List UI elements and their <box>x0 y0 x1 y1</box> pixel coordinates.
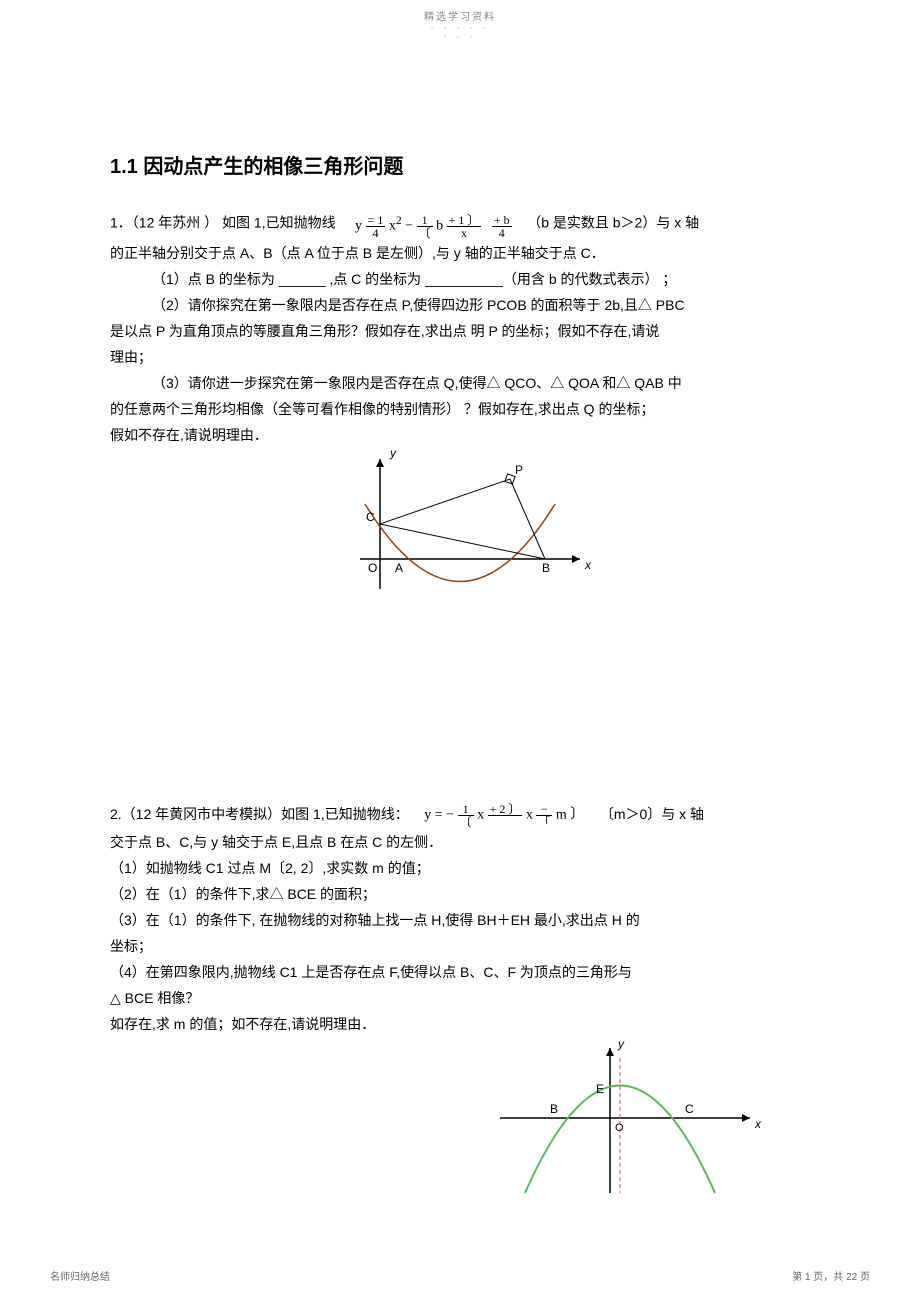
p2-line8: △ BCE 相像？ <box>110 986 810 1010</box>
p2-line4: （2）在（1）的条件下,求△ BCE 的面积； <box>110 882 810 906</box>
p2-formula: y = − 1〔 x + 2 〕 x −「 m 〕 <box>424 803 584 828</box>
p1-line3: （1）点 B 的坐标为 ______ ,点 C 的坐标为 __________（… <box>110 267 810 291</box>
page-footer: 名师归纳总结 第 1 页，共 22 页 <box>50 1268 870 1283</box>
svg-text:E: E <box>596 1082 604 1096</box>
svg-text:O: O <box>368 561 377 575</box>
svg-text:y: y <box>389 449 397 460</box>
p1-line9: 假如不存在,请说明理由． <box>110 423 810 447</box>
svg-text:y: y <box>617 1038 625 1051</box>
p2-line9: 如存在,求 m 的值；如不存在,请说明理由． <box>110 1012 810 1036</box>
svg-text:P: P <box>515 463 523 477</box>
svg-text:O: O <box>615 1122 624 1134</box>
p2-line1b: 〔m＞0〕与 x 轴 <box>600 806 704 822</box>
p1-line4: （2）请你探究在第一象限内是否存在点 P,使得四边形 PCOB 的面积等于 2b… <box>110 293 810 317</box>
footer-left: 名师归纳总结 <box>50 1272 110 1283</box>
svg-text:B: B <box>542 561 550 575</box>
top-label: 精选学习资料 <box>0 8 920 23</box>
p1-diagram: y x O A B C P <box>110 449 810 612</box>
p2-line5: （3）在（1）的条件下, 在抛物线的对称轴上找一点 H,使得 BH＋EH 最小,… <box>110 908 810 932</box>
p2-line2: 交于点 B、C,与 y 轴交于点 E,且点 B 在点 C 的左侧． <box>110 830 810 854</box>
p1-line7: （3）请你进一步探究在第一象限内是否存在点 Q,使得△ QCO、△ QOA 和△… <box>110 371 810 395</box>
section-title: 1.1 因动点产生的相像三角形问题 <box>110 150 810 179</box>
p1-formula1: y = 14 x2 − 1〔 b + 1 〕x + b4 <box>355 209 512 239</box>
top-dashes-2: - - - <box>0 32 920 41</box>
svg-text:x: x <box>754 1117 762 1131</box>
p2-line6: 坐标； <box>110 934 810 958</box>
p2-line7: （4）在第四象限内,抛物线 C1 上是否存在点 F,使得以点 B、C、F 为顶点… <box>110 960 810 984</box>
p2-line1: 2.（12 年黄冈市中考模拟）如图 1,已知抛物线： y = − 1〔 x + … <box>110 802 810 828</box>
p2-diagram: y x O B C E <box>110 1038 810 1201</box>
svg-text:x: x <box>584 558 592 572</box>
svg-text:B: B <box>550 1102 558 1116</box>
p1-line2: 的正半轴分别交于点 A、B（点 A 位于点 B 是左侧）,与 y 轴的正半轴交于… <box>110 241 810 265</box>
p2-line3: （1）如抛物线 C1 过点 M〔2, 2〕,求实数 m 的值； <box>110 856 810 880</box>
p1-line1a: 1．（12 年苏州 ） 如图 1,已知抛物线 <box>110 215 336 231</box>
p2-line1a: 2.（12 年黄冈市中考模拟）如图 1,已知抛物线： <box>110 806 409 822</box>
svg-text:A: A <box>395 561 403 575</box>
p1-line1: 1．（12 年苏州 ） 如图 1,已知抛物线 y = 14 x2 − 1〔 b … <box>110 209 810 239</box>
p1-line5: 是以点 P 为直角顶点的等腰直角三角形？假如存在,求出点 明 P 的坐标；假如不… <box>110 319 810 343</box>
footer-right: 第 1 页，共 22 页 <box>792 1268 870 1283</box>
p1-line6: 理由； <box>110 345 810 369</box>
top-dashes-1: - - - - - <box>0 23 920 32</box>
p1-line1b: （b 是实数且 b＞2）与 x 轴 <box>527 215 699 231</box>
p1-line8: 的任意两个三角形均相像（全等可看作相像的特别情形） ？假如存在,求出点 Q 的坐… <box>110 397 810 421</box>
svg-text:C: C <box>366 510 375 524</box>
svg-text:C: C <box>685 1102 694 1116</box>
